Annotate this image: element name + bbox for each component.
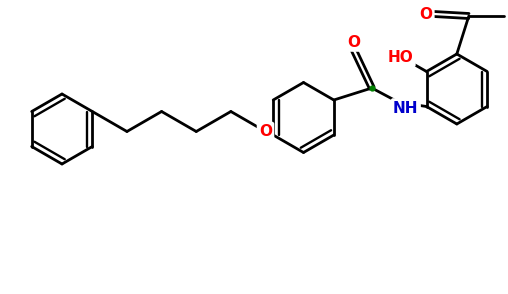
- Text: O: O: [259, 124, 272, 139]
- Text: O: O: [419, 6, 432, 21]
- Text: O: O: [347, 34, 360, 49]
- Text: HO: HO: [388, 50, 414, 65]
- Text: NH: NH: [393, 101, 419, 116]
